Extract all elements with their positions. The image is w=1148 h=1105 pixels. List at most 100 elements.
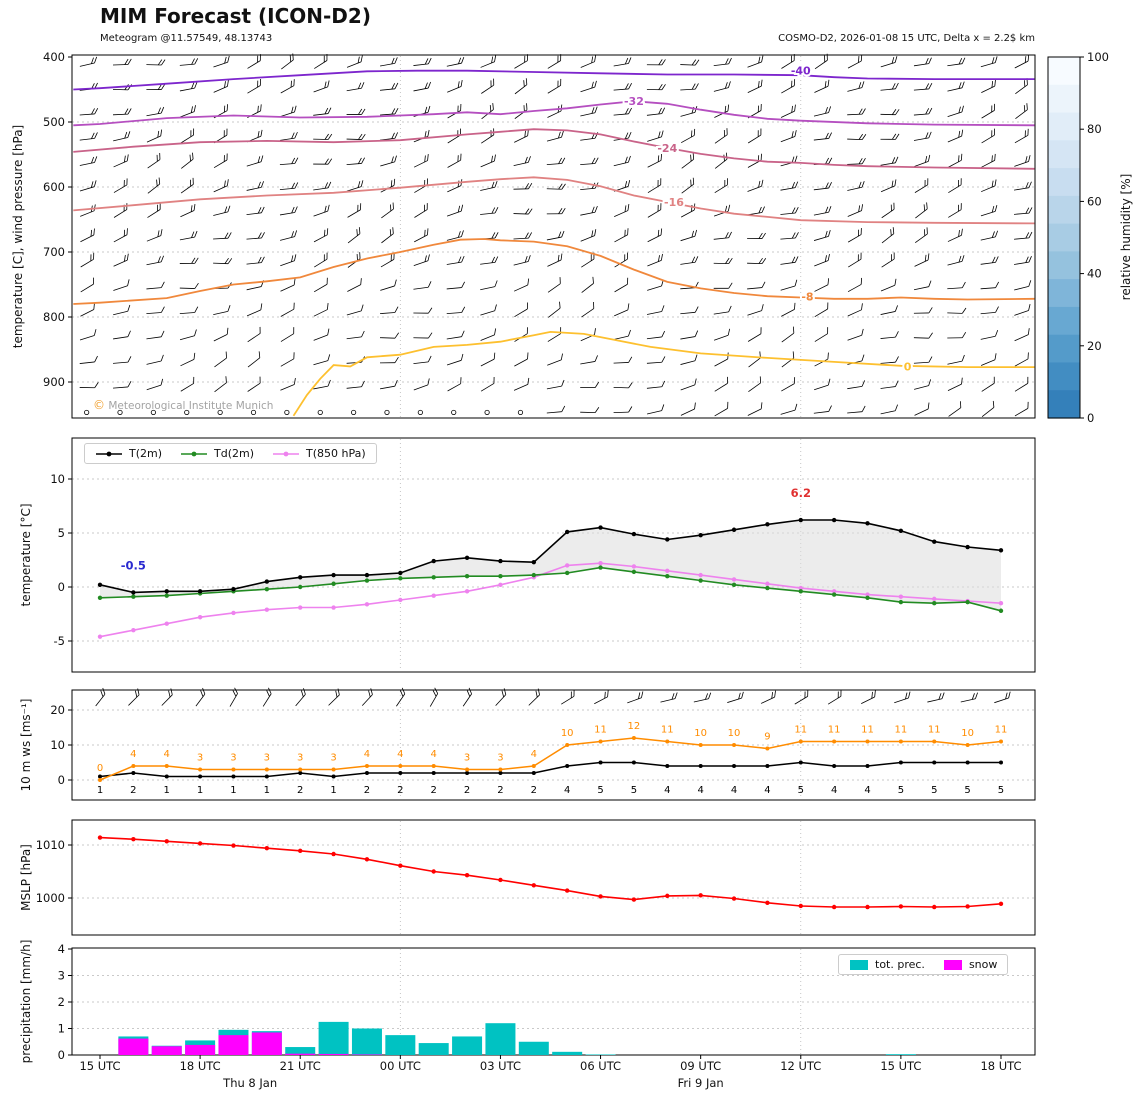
gusts-value-label: 3 [297,753,303,764]
x-tick-label: 06 UTC [580,1059,621,1073]
t-2m-line [97,517,1004,595]
legend-swatch-icon [850,959,868,970]
snow-bar [351,1054,382,1055]
legend-label: Td(2m) [214,447,255,460]
y-tick-label: 0 [58,1048,65,1062]
x-tick-label: 21 UTC [280,1059,321,1073]
t-850-hpa-line [97,561,1004,639]
x-tick-label: 09 UTC [680,1059,721,1073]
gusts-value-label: 10 [694,728,707,739]
gusts-value-label: 11 [861,725,874,736]
gusts-value-label: 9 [764,732,770,743]
precip-bar [351,1028,382,1055]
legend-item: T(2m) [95,447,162,460]
legend-label: tot. prec. [875,958,925,971]
y-tick-label: 5 [58,526,65,540]
y-tick-label: 700 [43,245,65,259]
precip-bar [552,1051,583,1055]
calm-circle-icon [384,409,390,416]
coordinates-subtitle: Meteogram @11.57549, 48.13743 [100,33,273,44]
day-label: Fri 9 Jan [678,1076,724,1090]
isotherm-contours: -40 -32 -24 -16 -8 0 [73,63,1035,417]
precip-bar [452,1036,483,1055]
x-tick-label: 03 UTC [480,1059,521,1073]
isotherm-24 [73,128,1035,170]
gusts-value-label: 4 [164,749,170,760]
y-tick-label: 10 [50,472,65,486]
td-2m-line [97,565,1004,613]
precip-bar [418,1043,449,1055]
y-tick-label: 500 [43,115,65,129]
calm-circle-icon [184,409,190,416]
mslp-line [97,835,1004,910]
legend-line-icon [181,451,208,456]
calm-circle-icon [84,409,90,416]
x-tick-label: 00 UTC [380,1059,421,1073]
10-m-wind-speed-value-label: 2 [364,785,370,796]
mslp-ylabel: MSLP [hPa] [19,844,33,911]
colorbar-tick-label: 40 [1087,267,1102,281]
humidity-colorbar: 0 20 40 60 80 100 relative humidity [%] [1047,50,1133,425]
10-m-wind-speed-line [98,760,1003,779]
10-m-wind-speed-value-label: 4 [831,785,837,796]
panel-temperature: -5 0 5 10 temperature [°C] -0.5 6.2 [19,437,1036,673]
calm-circle-icon [517,409,524,416]
calm-circle-icon [150,409,156,416]
y-tick-label: 2 [58,995,65,1009]
gusts-value-label: 11 [928,725,941,736]
gusts-value-label: 4 [431,749,437,760]
y-tick-label: 20 [50,703,65,717]
gusts-value-label: 11 [794,725,807,736]
calm-circle-icon [484,409,490,416]
legend-item: snow [943,958,997,971]
gusts-value-label: 3 [330,753,336,764]
panel-upper-air: 400 500 600 700 800 900 temperature [C], wind … [11,50,1036,419]
temperature-ylabel: temperature [°C] [19,504,33,607]
y-tick-label: 600 [43,180,65,194]
snow-bar [218,1035,249,1055]
legend-item: tot. prec. [849,958,925,971]
y-tick-label: 10 [50,738,65,752]
y-tick-label: 800 [43,310,65,324]
snow-bar [251,1032,282,1055]
gusts-value-label: 12 [628,721,641,732]
surface-wind-barbs [95,687,1011,707]
wind-ylabel: 10 m ws [ms⁻¹] [19,699,33,792]
legend-item: Td(2m) [180,447,254,460]
gusts-value-label: 11 [828,725,841,736]
gusts-value-label: 11 [895,725,908,736]
isotherm-label: -24 [657,142,677,155]
gusts-value-label: 10 [961,728,974,739]
x-tick-label: 18 UTC [980,1059,1021,1073]
gusts-value-label: 3 [464,753,470,764]
calm-circle-icon [317,409,323,416]
precip-bar [318,1021,349,1055]
model-run-info: COSMO-D2, 2026-01-08 15 UTC, Delta x = 2… [778,33,1035,44]
gusts-value-label: 3 [197,753,203,764]
y-tick-label: 0 [58,773,65,787]
isotherm-label: -16 [664,196,684,209]
colorbar-tick-label: 20 [1087,339,1102,353]
precip-bar [885,1054,916,1055]
annotation-6-2: 6.2 [791,486,811,500]
y-tick-label: 1000 [36,891,65,905]
y-tick-label: 0 [58,580,65,594]
gusts-value-label: 3 [264,753,270,764]
wind-barbs-grid [79,53,1033,418]
calm-circle-icon [284,409,290,416]
y-tick-label: -5 [54,634,65,648]
10-m-wind-speed-value-label: 4 [697,785,703,796]
10-m-wind-speed-value-label: 4 [764,785,770,796]
10-m-wind-speed-value-label: 2 [464,785,470,796]
x-tick-label: 12 UTC [780,1059,821,1073]
precip-bar [585,1054,616,1055]
colorbar-tick-label: 80 [1087,122,1102,136]
isotherm-label: 0 [904,360,912,373]
10-m-wind-speed-value-label: 2 [397,785,403,796]
colorbar-tick-label: 60 [1087,194,1102,208]
legend-line-icon [273,451,300,456]
calm-circle-icon [250,409,257,416]
colorbar-label: relative humidity [%] [1119,174,1133,301]
